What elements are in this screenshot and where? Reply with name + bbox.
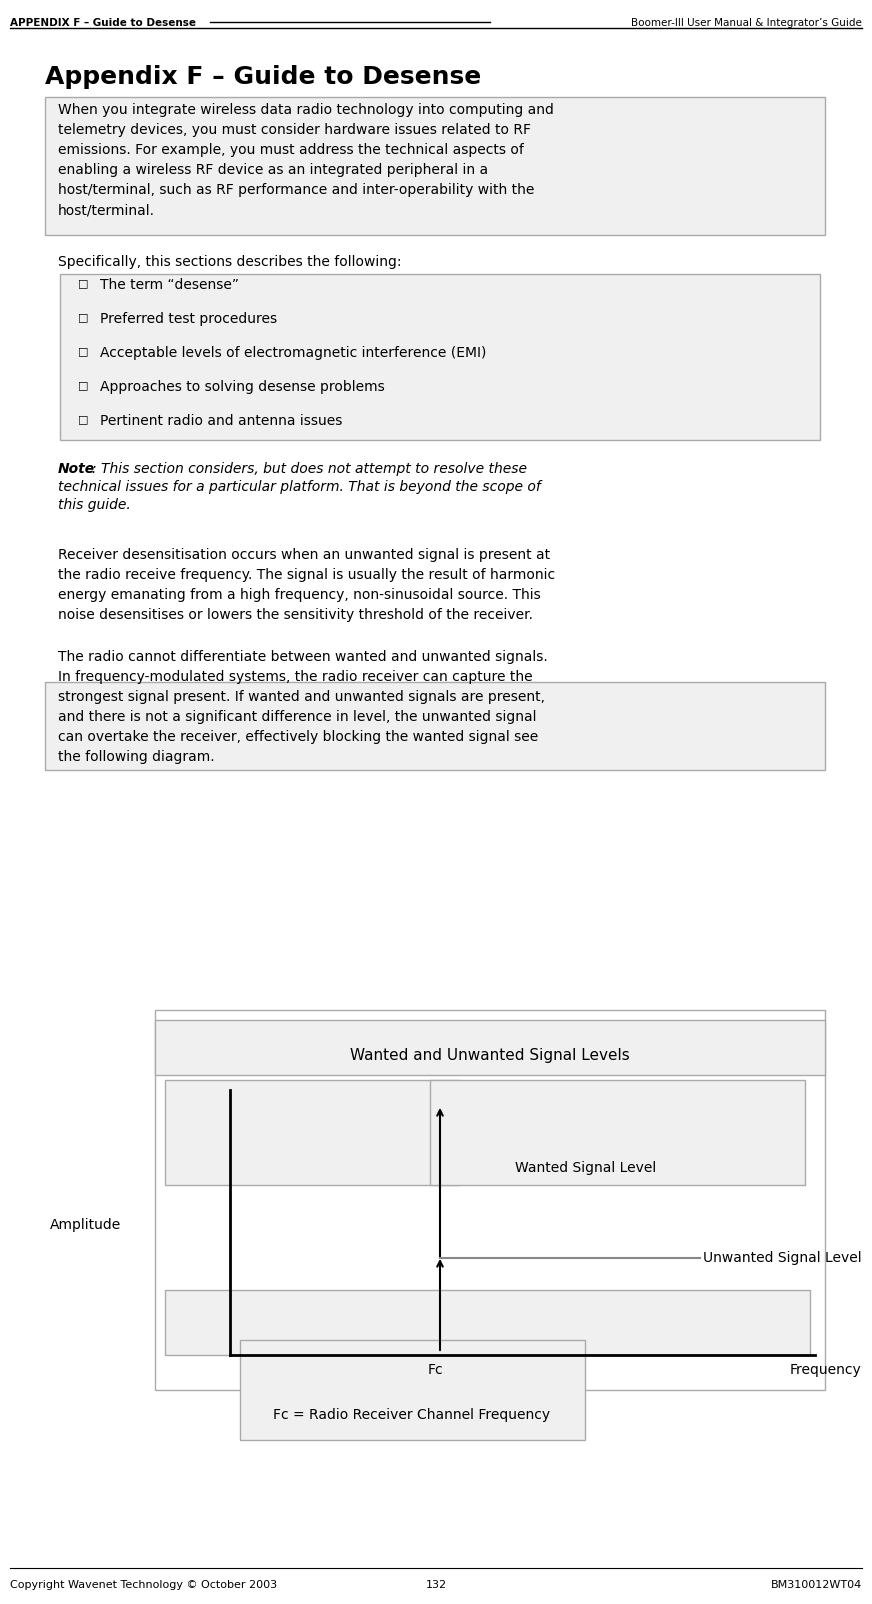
Text: can overtake the receiver, effectively blocking the wanted signal see: can overtake the receiver, effectively b… [58,730,538,744]
Text: □: □ [78,277,88,289]
Text: Approaches to solving desense problems: Approaches to solving desense problems [100,380,385,395]
Text: When you integrate wireless data radio technology into computing and: When you integrate wireless data radio t… [58,103,554,117]
Text: □: □ [78,313,88,322]
Bar [165,1290,810,1355]
Text: host/terminal.: host/terminal. [58,204,155,217]
Text: Wanted Signal Level: Wanted Signal Level [515,1161,657,1176]
Text: The term “desense”: The term “desense” [100,277,239,292]
Text: emissions. For example, you must address the technical aspects of: emissions. For example, you must address… [58,143,524,157]
Text: 132: 132 [426,1580,446,1590]
Text: APPENDIX F – Guide to Desense: APPENDIX F – Guide to Desense [10,18,196,27]
Text: this guide.: this guide. [58,497,131,512]
Text: □: □ [78,346,88,356]
Text: Unwanted Signal Level: Unwanted Signal Level [703,1251,862,1266]
Text: Copyright Wavenet Technology © October 2003: Copyright Wavenet Technology © October 2… [10,1580,277,1590]
Text: Amplitude: Amplitude [50,1217,121,1232]
Text: telemetry devices, you must consider hardware issues related to RF: telemetry devices, you must consider har… [58,124,531,136]
Text: Specifically, this sections describes the following:: Specifically, this sections describes th… [58,255,401,269]
Bar [240,1339,585,1440]
Text: □: □ [78,414,88,423]
Text: energy emanating from a high frequency, non-sinusoidal source. This: energy emanating from a high frequency, … [58,589,541,602]
Text: Fc: Fc [427,1363,443,1376]
Bar [165,1079,460,1185]
Text: Note: Note [58,462,95,476]
Text: Wanted and Unwanted Signal Levels: Wanted and Unwanted Signal Levels [351,1047,630,1063]
Text: enabling a wireless RF device as an integrated peripheral in a: enabling a wireless RF device as an inte… [58,164,488,176]
Text: The radio cannot differentiate between wanted and unwanted signals.: The radio cannot differentiate between w… [58,650,548,664]
Bar [155,1011,825,1391]
Bar [430,1079,805,1185]
Text: technical issues for a particular platform. That is beyond the scope of: technical issues for a particular platfo… [58,480,541,494]
Text: Appendix F – Guide to Desense: Appendix F – Guide to Desense [45,66,481,88]
Text: Fc = Radio Receiver Channel Frequency: Fc = Radio Receiver Channel Frequency [274,1408,550,1423]
Bar [155,1020,825,1075]
Text: Frequency: Frequency [790,1363,862,1376]
Bar [60,274,820,439]
Text: Acceptable levels of electromagnetic interference (EMI): Acceptable levels of electromagnetic int… [100,346,487,359]
Text: Boomer-III User Manual & Integrator’s Guide: Boomer-III User Manual & Integrator’s Gu… [631,18,862,27]
Text: the following diagram.: the following diagram. [58,751,215,764]
Bar [45,96,825,236]
Text: noise desensitises or lowers the sensitivity threshold of the receiver.: noise desensitises or lowers the sensiti… [58,608,533,622]
Text: host/terminal, such as RF performance and inter-operability with the: host/terminal, such as RF performance an… [58,183,535,197]
Text: In frequency-modulated systems, the radio receiver can capture the: In frequency-modulated systems, the radi… [58,670,533,683]
Text: : This section considers, but does not attempt to resolve these: : This section considers, but does not a… [92,462,527,476]
Text: strongest signal present. If wanted and unwanted signals are present,: strongest signal present. If wanted and … [58,690,545,704]
Text: Pertinent radio and antenna issues: Pertinent radio and antenna issues [100,414,343,428]
Text: the radio receive frequency. The signal is usually the result of harmonic: the radio receive frequency. The signal … [58,568,555,582]
Text: Receiver desensitisation occurs when an unwanted signal is present at: Receiver desensitisation occurs when an … [58,549,550,561]
Text: BM310012WT04: BM310012WT04 [771,1580,862,1590]
Text: □: □ [78,380,88,390]
Bar [45,682,825,770]
Text: Preferred test procedures: Preferred test procedures [100,313,277,326]
Text: and there is not a significant difference in level, the unwanted signal: and there is not a significant differenc… [58,711,536,723]
